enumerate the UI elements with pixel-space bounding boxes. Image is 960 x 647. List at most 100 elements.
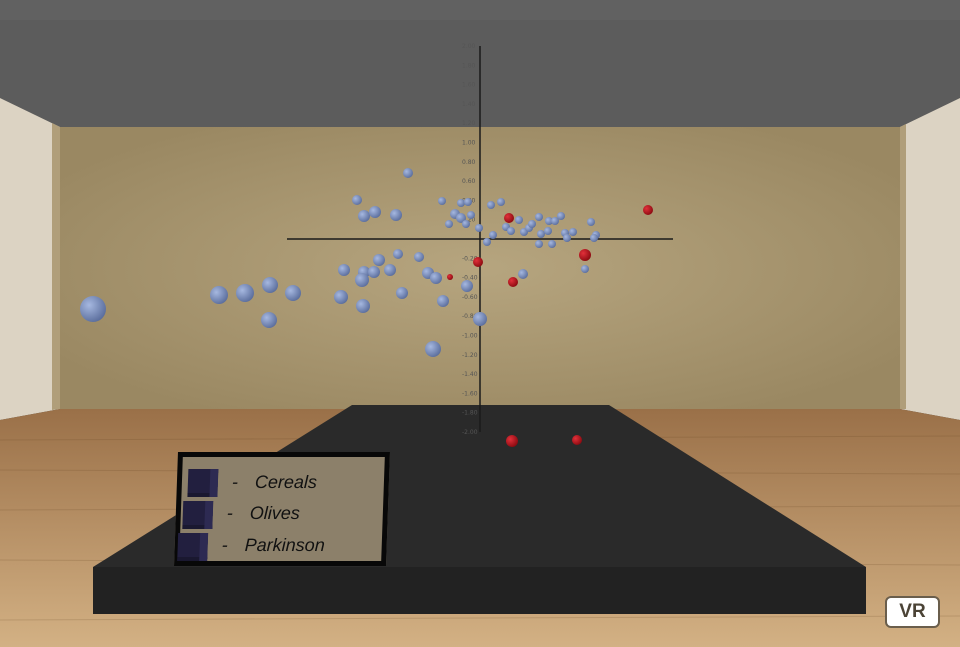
right-wall — [900, 98, 960, 420]
data-point-blue[interactable] — [80, 296, 106, 322]
legend-item-olives: - Olives — [180, 499, 383, 535]
data-point-blue[interactable] — [483, 238, 491, 246]
data-point-blue[interactable] — [430, 272, 442, 284]
axis-tick-label: -0.60 — [462, 294, 478, 301]
data-point-blue[interactable] — [475, 224, 483, 232]
data-point-red[interactable] — [504, 213, 514, 223]
data-point-blue[interactable] — [473, 312, 487, 326]
data-point-red[interactable] — [447, 274, 453, 280]
data-point-blue[interactable] — [438, 197, 446, 205]
data-point-blue[interactable] — [358, 210, 370, 222]
legend-label-parkinson: Parkinson — [244, 535, 326, 555]
data-point-blue[interactable] — [544, 227, 552, 235]
data-point-blue[interactable] — [507, 227, 515, 235]
data-point-blue[interactable] — [396, 287, 408, 299]
data-point-blue[interactable] — [445, 220, 453, 228]
data-point-blue[interactable] — [535, 213, 543, 221]
data-point-blue[interactable] — [528, 220, 536, 228]
legend-item-parkinson: - Parkinson — [177, 531, 382, 567]
data-point-blue[interactable] — [489, 231, 497, 239]
data-point-red[interactable] — [579, 249, 591, 261]
axis-tick-label: -1.60 — [462, 390, 478, 397]
data-point-blue[interactable] — [210, 286, 228, 304]
axis-tick-label: -1.40 — [462, 371, 478, 378]
data-point-blue[interactable] — [369, 206, 381, 218]
data-point-blue[interactable] — [414, 252, 424, 262]
data-point-red[interactable] — [572, 435, 582, 445]
legend-separator: - — [226, 503, 234, 523]
data-point-red[interactable] — [506, 435, 518, 447]
axis-tick-label: 1.00 — [462, 140, 476, 147]
axis-tick-label: 0.80 — [462, 159, 476, 166]
data-point-blue[interactable] — [461, 280, 473, 292]
axis-tick-label: -1.00 — [462, 333, 478, 340]
data-point-blue[interactable] — [557, 212, 565, 220]
axis-tick-label: 1.20 — [462, 120, 476, 127]
vr-button[interactable]: VR — [885, 596, 940, 628]
data-point-blue[interactable] — [456, 213, 466, 223]
data-point-red[interactable] — [643, 205, 653, 215]
data-point-blue[interactable] — [457, 199, 465, 207]
cube-icon — [177, 533, 209, 561]
data-point-blue[interactable] — [587, 218, 595, 226]
data-point-blue[interactable] — [373, 254, 385, 266]
data-point-blue[interactable] — [403, 168, 413, 178]
axis-tick-label: -1.20 — [462, 352, 478, 359]
axis-tick-label: 2.00 — [462, 43, 476, 50]
cube-icon — [187, 469, 219, 497]
data-point-blue[interactable] — [285, 285, 301, 301]
data-point-red[interactable] — [508, 277, 518, 287]
data-point-blue[interactable] — [545, 217, 553, 225]
data-point-blue[interactable] — [467, 211, 475, 219]
legend-panel: - Cereals - Olives - Parkinson — [174, 452, 390, 566]
axis-tick-label: -0.20 — [462, 255, 478, 262]
data-point-blue[interactable] — [356, 299, 370, 313]
legend-item-cereals: - Cereals — [181, 467, 384, 503]
data-point-blue[interactable] — [425, 341, 441, 357]
axis-tick-label: 1.80 — [462, 62, 476, 69]
data-point-blue[interactable] — [537, 230, 545, 238]
platform-front — [93, 567, 866, 614]
data-point-blue[interactable] — [515, 216, 523, 224]
axis-tick-label: -0.40 — [462, 275, 478, 282]
data-point-blue[interactable] — [355, 273, 369, 287]
axis-tick-label: -2.00 — [462, 429, 478, 436]
data-point-blue[interactable] — [368, 266, 380, 278]
left-wall — [0, 98, 60, 420]
axis-tick-label: 0.60 — [462, 178, 476, 185]
data-point-blue[interactable] — [334, 290, 348, 304]
data-point-blue[interactable] — [487, 201, 495, 209]
data-point-blue[interactable] — [262, 277, 278, 293]
axis-tick-label: 1.60 — [462, 82, 476, 89]
data-point-blue[interactable] — [548, 240, 556, 248]
scatter-points[interactable] — [80, 168, 653, 447]
data-point-blue[interactable] — [518, 269, 528, 279]
axis-tick-label: 0.20 — [462, 217, 476, 224]
data-point-blue[interactable] — [384, 264, 396, 276]
data-point-blue[interactable] — [236, 284, 254, 302]
data-point-blue[interactable] — [462, 220, 470, 228]
data-point-blue[interactable] — [464, 198, 472, 206]
data-point-blue[interactable] — [437, 295, 449, 307]
data-point-blue[interactable] — [352, 195, 362, 205]
data-point-blue[interactable] — [535, 240, 543, 248]
legend-label-cereals: Cereals — [254, 472, 318, 492]
data-point-blue[interactable] — [590, 234, 598, 242]
data-point-blue[interactable] — [581, 265, 589, 273]
data-point-red[interactable] — [473, 257, 483, 267]
legend-separator: - — [231, 472, 239, 492]
data-point-blue[interactable] — [393, 249, 403, 259]
data-point-blue[interactable] — [569, 228, 577, 236]
data-point-blue[interactable] — [563, 234, 571, 242]
data-point-blue[interactable] — [261, 312, 277, 328]
axis-tick-label: -0.80 — [462, 313, 478, 320]
data-point-blue[interactable] — [390, 209, 402, 221]
data-point-blue[interactable] — [497, 198, 505, 206]
data-point-blue[interactable] — [551, 217, 559, 225]
cube-icon — [182, 501, 214, 529]
legend-label-olives: Olives — [249, 503, 301, 523]
axis-tick-label: -1.80 — [462, 410, 478, 417]
data-point-blue[interactable] — [338, 264, 350, 276]
